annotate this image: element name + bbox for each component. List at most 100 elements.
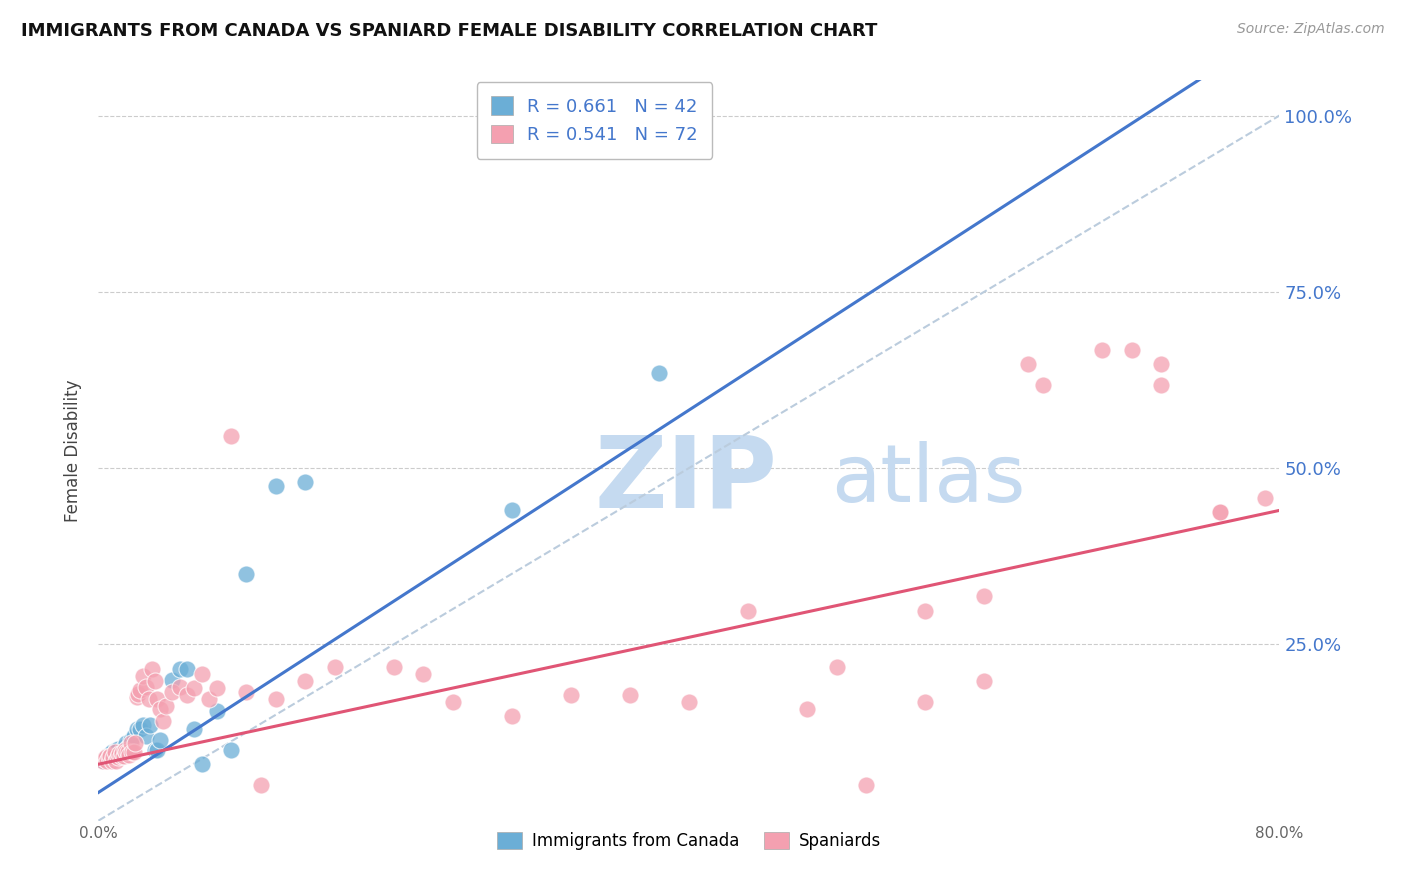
Point: [122, 729, 145, 743]
Point: [108, 747, 131, 761]
Point: [91, 754, 114, 768]
Y-axis label: Female Disability: Female Disability: [65, 379, 83, 522]
Point: [221, 743, 243, 757]
Point: [105, 754, 128, 768]
Point: [152, 714, 174, 728]
Point: [560, 688, 582, 702]
Point: [914, 695, 936, 709]
Point: [98, 747, 121, 761]
Point: [205, 704, 228, 718]
Point: [441, 695, 464, 709]
Point: [121, 745, 143, 759]
Point: [127, 687, 149, 701]
Point: [105, 743, 128, 757]
Point: [155, 699, 177, 714]
Point: [825, 660, 848, 674]
Point: [183, 722, 205, 736]
Point: [96, 748, 118, 763]
Point: [1150, 377, 1173, 392]
Point: [143, 743, 166, 757]
Point: [1209, 505, 1232, 519]
Point: [100, 754, 122, 768]
Point: [141, 662, 163, 676]
Point: [501, 709, 523, 723]
Legend: Immigrants from Canada, Spaniards: Immigrants from Canada, Spaniards: [489, 825, 889, 856]
Text: IMMIGRANTS FROM CANADA VS SPANIARD FEMALE DISABILITY CORRELATION CHART: IMMIGRANTS FROM CANADA VS SPANIARD FEMAL…: [21, 22, 877, 40]
Point: [105, 749, 128, 764]
Point: [1091, 343, 1114, 357]
Point: [112, 748, 135, 763]
Point: [191, 667, 214, 681]
Point: [855, 778, 877, 792]
Point: [176, 688, 198, 702]
Point: [104, 745, 127, 759]
Point: [132, 669, 155, 683]
Text: ZIP: ZIP: [595, 432, 778, 529]
Point: [1018, 357, 1040, 371]
Point: [94, 750, 117, 764]
Point: [111, 746, 134, 760]
Point: [139, 718, 162, 732]
Text: atlas: atlas: [831, 441, 1025, 519]
Point: [678, 695, 700, 709]
Point: [169, 662, 191, 676]
Point: [162, 673, 183, 687]
Point: [149, 702, 172, 716]
Point: [382, 660, 405, 674]
Point: [132, 718, 155, 732]
Point: [108, 747, 131, 762]
Point: [117, 745, 139, 759]
Point: [91, 754, 114, 768]
Point: [737, 603, 759, 617]
Point: [973, 673, 995, 688]
Point: [169, 680, 191, 694]
Point: [107, 747, 129, 761]
Point: [110, 748, 132, 763]
Point: [103, 750, 125, 764]
Point: [100, 750, 122, 764]
Point: [323, 660, 346, 674]
Point: [112, 739, 135, 754]
Point: [128, 683, 150, 698]
Point: [135, 729, 157, 743]
Point: [96, 754, 118, 768]
Point: [138, 692, 160, 706]
Point: [149, 732, 172, 747]
Point: [114, 743, 136, 757]
Point: [191, 757, 214, 772]
Point: [973, 590, 995, 604]
Point: [98, 748, 121, 763]
Point: [120, 736, 142, 750]
Point: [118, 747, 141, 762]
Point: [97, 750, 120, 764]
Point: [107, 750, 129, 764]
Point: [183, 681, 205, 695]
Point: [294, 673, 316, 688]
Point: [117, 739, 139, 754]
Point: [128, 722, 150, 736]
Point: [110, 745, 132, 759]
Point: [115, 736, 138, 750]
Point: [146, 743, 169, 757]
Point: [115, 745, 138, 759]
Point: [294, 475, 316, 490]
Point: [104, 746, 127, 760]
Point: [146, 692, 169, 706]
Point: [412, 667, 434, 681]
Point: [264, 692, 287, 706]
Point: [235, 685, 257, 699]
Point: [205, 681, 228, 695]
Point: [796, 702, 818, 716]
Point: [93, 751, 115, 765]
Point: [250, 778, 273, 792]
Point: [94, 750, 117, 764]
Point: [176, 662, 198, 676]
Point: [125, 690, 148, 705]
Point: [135, 680, 157, 694]
Point: [1032, 377, 1054, 392]
Point: [619, 688, 641, 702]
Point: [107, 741, 129, 756]
Text: Source: ZipAtlas.com: Source: ZipAtlas.com: [1237, 22, 1385, 37]
Point: [235, 566, 257, 581]
Point: [120, 732, 142, 747]
